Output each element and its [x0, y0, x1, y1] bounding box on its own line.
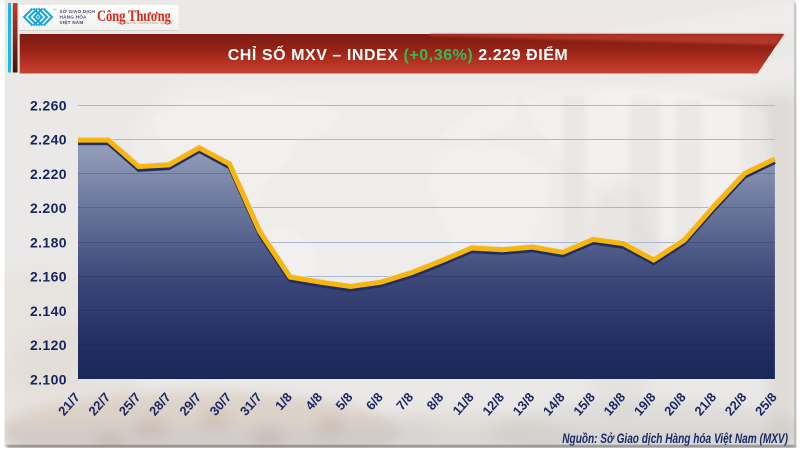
svg-text:VIỆT NAM: VIỆT NAM — [60, 18, 84, 25]
svg-text:SỞ GIAO DỊCH: SỞ GIAO DỊCH — [60, 8, 96, 14]
svg-text:2.180: 2.180 — [30, 234, 67, 250]
svg-text:2.200: 2.200 — [30, 200, 67, 216]
svg-text:Công Thương: Công Thương — [97, 8, 171, 25]
svg-text:2.240: 2.240 — [30, 132, 67, 148]
svg-text:HÀNG HÓA: HÀNG HÓA — [60, 13, 88, 20]
svg-text:CHỈ SỐ MXV – INDEX (+0,36%) 2.: CHỈ SỐ MXV – INDEX (+0,36%) 2.229 ĐIỂM — [228, 44, 569, 64]
svg-text:BÁO ĐIỆN TỬ CỦA BỘ CÔNG THƯƠNG: BÁO ĐIỆN TỬ CỦA BỘ CÔNG THƯƠNG — [117, 20, 172, 25]
svg-text:2.260: 2.260 — [30, 97, 67, 113]
svg-text:2.140: 2.140 — [30, 303, 67, 319]
svg-text:2.100: 2.100 — [30, 371, 67, 387]
svg-text:™: ™ — [53, 8, 57, 13]
svg-text:2.160: 2.160 — [30, 269, 67, 285]
svg-text:Nguồn: Sở Giao dịch Hàng hóa V: Nguồn: Sở Giao dịch Hàng hóa Việt Nam (M… — [562, 430, 788, 446]
svg-text:2.220: 2.220 — [30, 166, 67, 182]
svg-text:2.120: 2.120 — [30, 337, 67, 353]
